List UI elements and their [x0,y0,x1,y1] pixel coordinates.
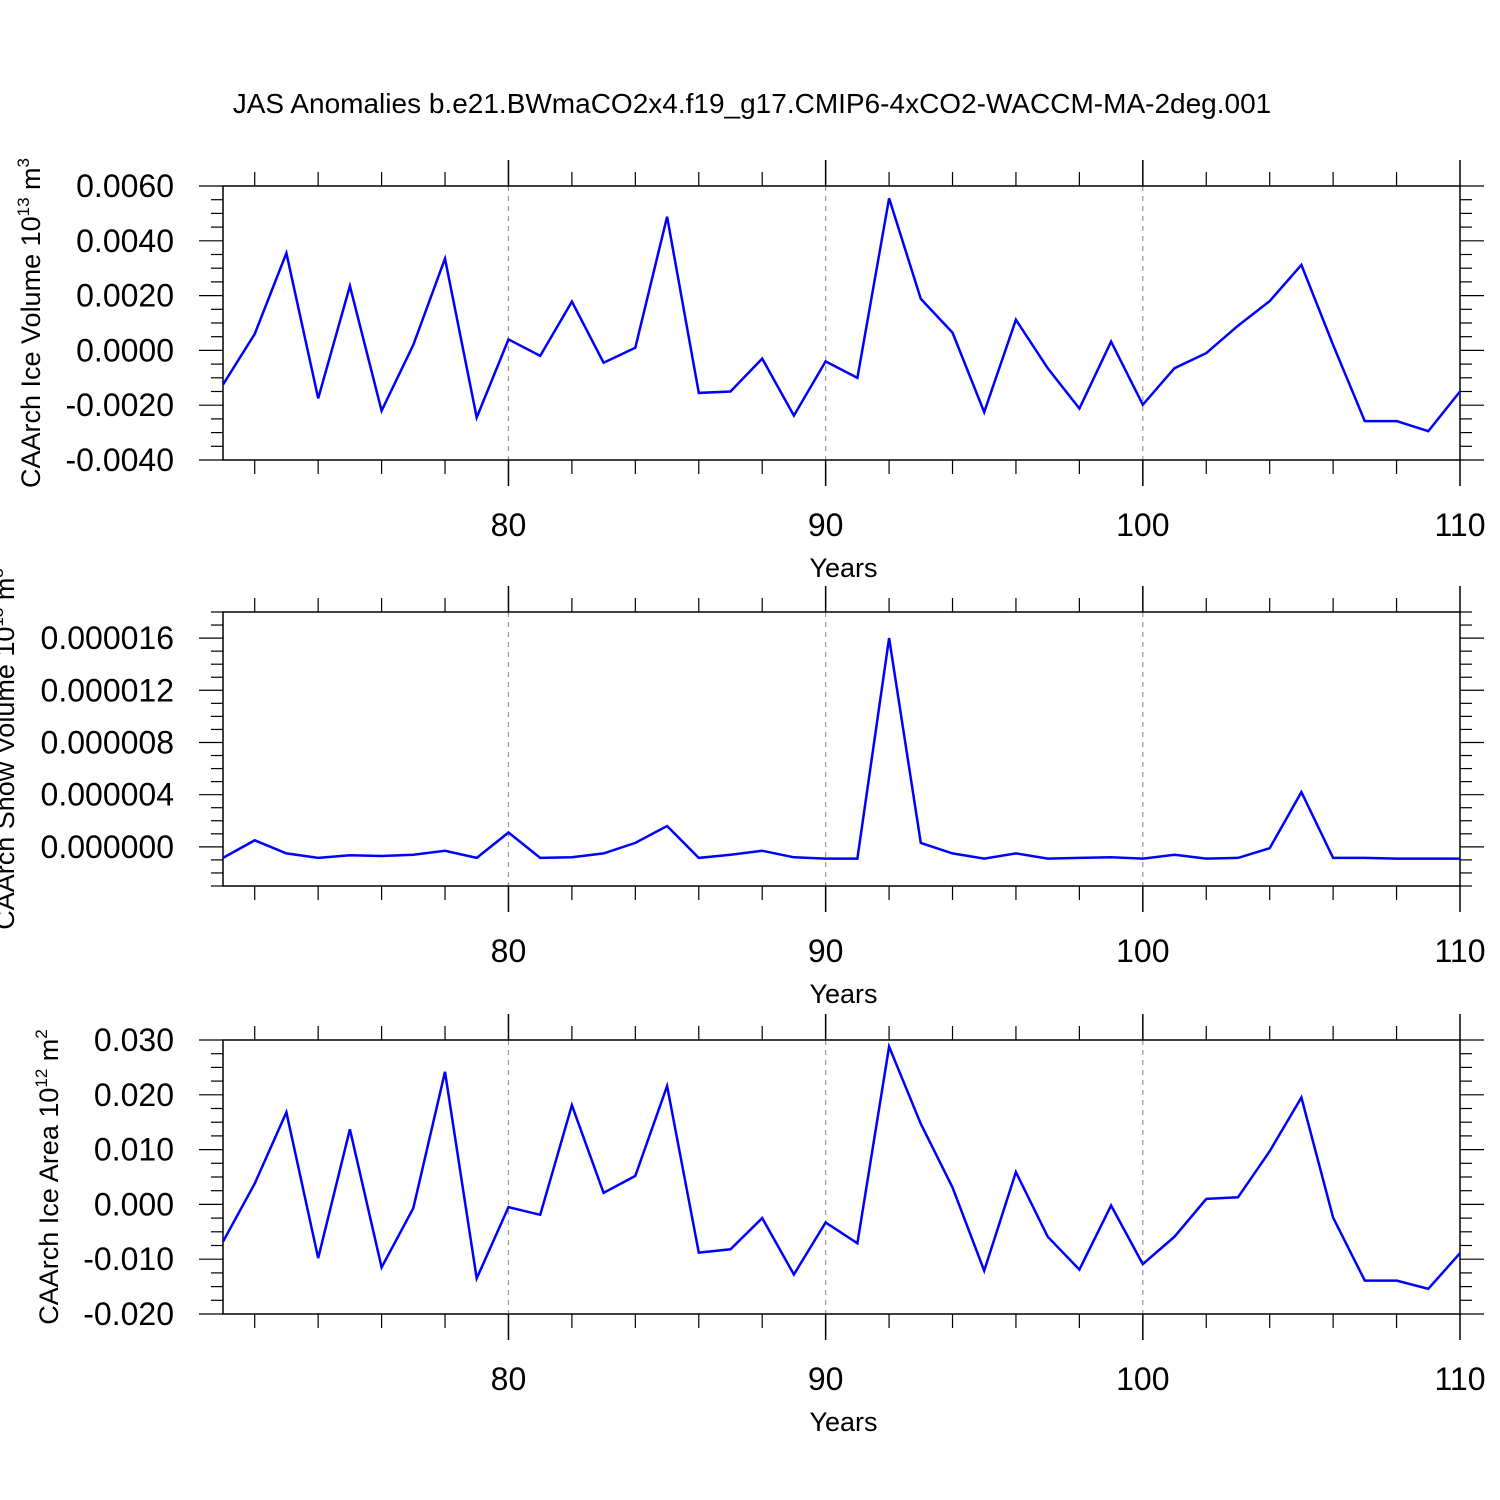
y-axis-label: CAArch Ice Area 1012 m2 [32,1029,64,1325]
x-axis-label: Years [809,979,877,1009]
y-tick-label: -0.0020 [65,387,174,423]
y-tick-label: 0.000008 [41,724,174,760]
series-line [221,1042,1461,1291]
y-axis-label-unit-exponent: 2 [32,1029,51,1038]
x-tick-label: 110 [1434,507,1485,543]
y-tick-label: 0.000012 [41,672,174,708]
y-tick-label: 0.030 [94,1022,174,1058]
y-axis-label-unit: m [34,1039,64,1069]
y-tick-label: 0.0000 [76,332,174,368]
y-tick-label: 0.010 [94,1132,174,1168]
x-axis-label: Years [809,553,877,583]
y-axis-label: CAArch Snow Volume 1013 m3 [0,568,20,930]
y-tick-label: 0.000004 [41,777,174,813]
y-tick-label: -0.020 [83,1296,174,1332]
y-tick-label: 0.020 [94,1077,174,1113]
y-tick-label: -0.0040 [65,442,174,478]
plot-frame [222,185,1461,461]
x-tick-label: 90 [808,1361,844,1397]
plot-frame [222,1039,1461,1315]
y-tick-label: 0.0040 [76,223,174,259]
y-axis-label-unit: m [16,167,46,197]
y-axis-label-exponent: 13 [14,197,33,216]
y-tick-label: -0.010 [83,1241,174,1277]
x-tick-label: 90 [808,507,844,543]
y-axis-label-text: CAArch Ice Volume 10 [16,216,46,488]
y-tick-label: 0.000 [94,1186,174,1222]
x-tick-label: 100 [1116,507,1169,543]
chart-panels: 80 90 100 110 Years -0.0040 -0.0020 0.0000 0.002… [0,158,1486,1437]
y-axis-label: CAArch Ice Volume 1013 m3 [14,158,46,488]
y-axis-label-unit-exponent: 3 [0,568,7,577]
y-axis-label-unit-exponent: 3 [14,158,33,167]
x-tick-label: 110 [1434,933,1485,969]
series-line [222,637,1460,860]
plot-frame [222,611,1461,887]
x-tick-label: 90 [808,933,844,969]
y-tick-label: 0.000016 [41,620,174,656]
x-tick-label: 80 [491,507,527,543]
y-axis-label-text: CAArch Snow Volume 10 [0,627,20,930]
y-tick-label: 0.000000 [41,829,174,865]
x-tick-label: 80 [491,933,527,969]
x-axis-label: Years [809,1407,877,1437]
x-tick-label: 80 [491,1361,527,1397]
figure-title: JAS Anomalies b.e21.BWmaCO2x4.f19_g17.CM… [233,88,1272,119]
y-axis-label-text: CAArch Ice Area 10 [34,1088,64,1325]
x-tick-label: 100 [1116,933,1169,969]
y-axis-label-unit: m [0,578,20,608]
x-tick-label: 100 [1116,1361,1169,1397]
y-axis-label-exponent: 13 [0,608,7,627]
chart-panel-2: 80 90 100 110 Years 0.000000 0.000004 0.000008 0… [0,568,1486,1009]
chart-panel-3: 80 90 100 110 Years -0.020 -0.010 0.000 0.010 0.0… [32,1014,1486,1437]
series-line [221,197,1461,433]
y-axis-label-exponent: 12 [32,1069,51,1088]
chart-panel-1: 80 90 100 110 Years -0.0040 -0.0020 0.0000 0.002… [14,158,1486,583]
x-tick-label: 110 [1434,1361,1485,1397]
y-tick-label: 0.0020 [76,278,174,314]
y-tick-label: 0.0060 [76,168,174,204]
